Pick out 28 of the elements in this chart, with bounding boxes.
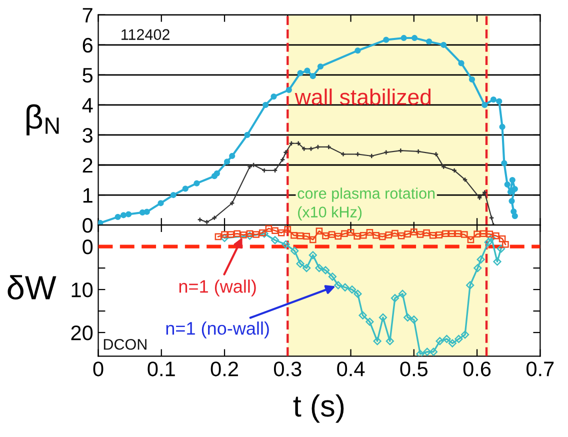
y-tick-label: 10 (72, 282, 93, 298)
x-tick-label: 0 (93, 362, 104, 376)
x-tick-label: 0.2 (210, 362, 238, 376)
y-tick-label: 20 (71, 326, 93, 340)
x-tick-label: 0.1 (148, 362, 175, 376)
annotation: core plasma rotation (x10 kHz) (298, 188, 435, 220)
x-tick-label: 0.6 (463, 362, 491, 376)
x-tick-label: 0.4 (337, 362, 365, 376)
y-tick-label: 1 (83, 188, 92, 203)
y-tick-label: 3 (82, 128, 92, 143)
y-tick-label: 4 (82, 98, 93, 112)
text: n=1 (wall) (179, 280, 256, 296)
y-tick-label: 5 (82, 68, 93, 83)
y-tick-label: 0 (82, 240, 93, 254)
y-axis-title: β$_{N}$ (26, 104, 59, 136)
x-axis-title: t (s) (293, 394, 344, 423)
text: n=1 (no-wall) (166, 322, 269, 338)
x-tick-label: 0.3 (274, 362, 302, 376)
annotation: wall stabilized (294, 88, 431, 105)
annotation: DCON (104, 338, 146, 350)
y-tick-label: 6 (82, 38, 92, 53)
y-tick-label: 0 (82, 218, 93, 233)
y-axis-title: δW (8, 275, 56, 300)
y-tick-label: 7 (82, 8, 92, 22)
y-tick-label: 2 (82, 158, 92, 173)
x-tick-label: 0.5 (400, 362, 428, 376)
annotation: 112402 (122, 29, 170, 40)
x-tick-label: 0.7 (526, 362, 554, 376)
